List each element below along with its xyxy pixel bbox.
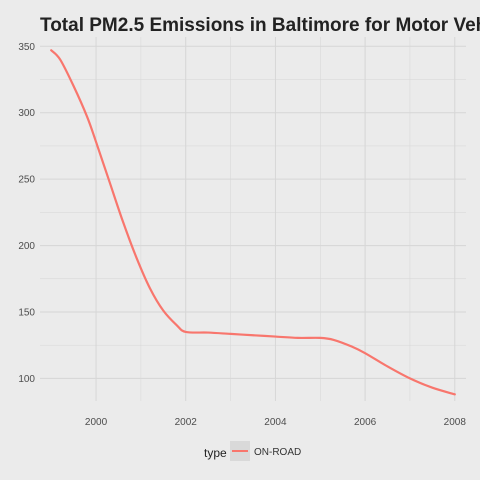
chart-title: Total PM2.5 Emissions in Baltimore for M… xyxy=(40,15,480,36)
y-tick-label: 350 xyxy=(18,42,35,53)
legend-title: type xyxy=(204,446,227,460)
series-lines xyxy=(50,49,456,396)
series-line-on-road xyxy=(50,49,456,396)
y-tick-label: 250 xyxy=(18,175,35,186)
x-axis-ticks: 2000 2002 2004 2006 2008 xyxy=(85,417,466,428)
x-tick-label: 2006 xyxy=(354,417,377,428)
y-tick-label: 100 xyxy=(18,374,35,385)
grid-lines xyxy=(40,37,466,401)
y-tick-label: 200 xyxy=(18,241,35,252)
y-tick-label: 300 xyxy=(18,108,35,119)
y-axis-ticks: 100 150 200 250 300 350 xyxy=(18,42,35,385)
legend: type ON-ROAD xyxy=(204,441,301,461)
x-tick-label: 2002 xyxy=(175,417,198,428)
x-tick-label: 2000 xyxy=(85,417,108,428)
x-tick-label: 2008 xyxy=(444,417,467,428)
legend-label: ON-ROAD xyxy=(254,447,301,458)
y-tick-label: 150 xyxy=(18,307,35,318)
x-tick-label: 2004 xyxy=(264,417,287,428)
